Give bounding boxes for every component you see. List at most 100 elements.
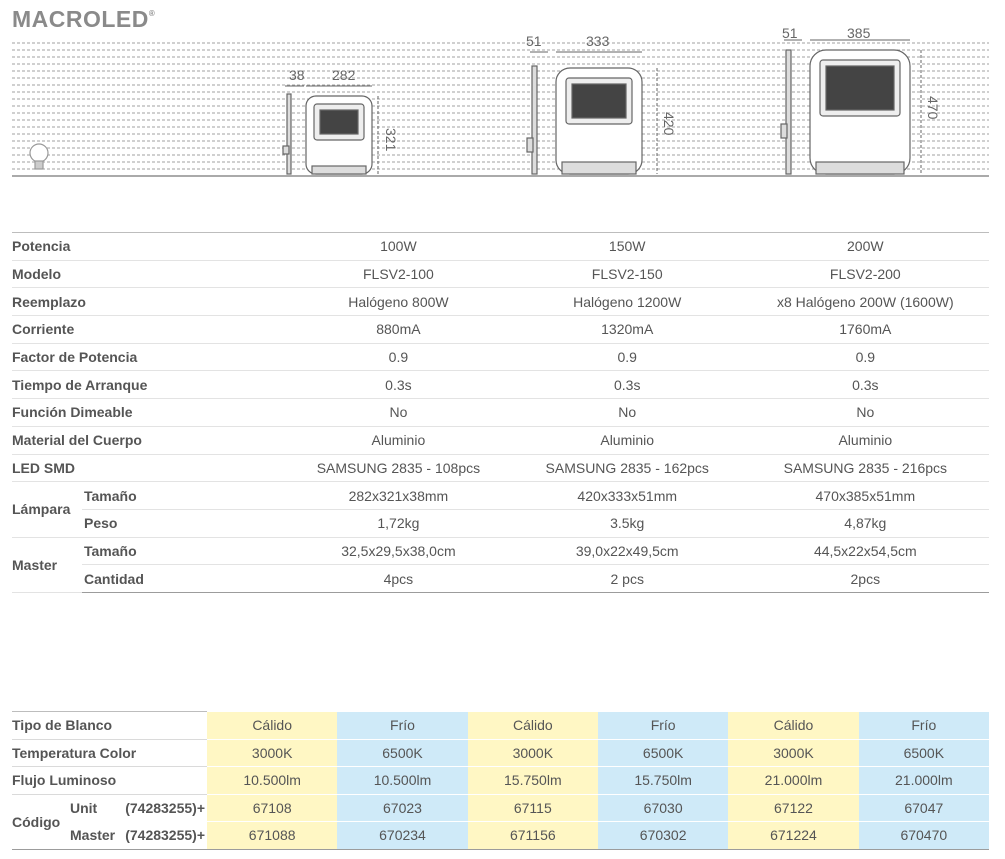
table-cell: 1760mA — [741, 315, 989, 344]
code-row-tipo: Tipo de Blanco Cálido Frío Cálido Frío C… — [12, 711, 989, 740]
table-cell: Temperatura Color — [12, 739, 207, 767]
brand-logo: MACROLED® — [12, 6, 156, 32]
table-cell: 0.3s — [284, 370, 513, 400]
table-cell: LED SMD — [12, 454, 284, 483]
table-cell: 1320mA — [512, 315, 742, 344]
spec-row-potencia: Potencia 100W 150W 200W — [12, 232, 989, 261]
table-cell: Corriente — [12, 315, 284, 344]
table-cell: 0.3s — [741, 370, 989, 400]
table-cell: Cantidad — [82, 564, 284, 593]
dim-100w-depth: 38 — [289, 67, 305, 83]
table-cell: 282x321x38mm — [284, 481, 513, 510]
table-cell: 6500K — [337, 739, 468, 767]
group-label-master: Master — [12, 537, 82, 593]
table-cell: 67122 — [728, 794, 859, 822]
codes-table: Tipo de Blanco Cálido Frío Cálido Frío C… — [12, 711, 989, 850]
table-cell: No — [741, 398, 989, 427]
table-cell: 15.750lm — [467, 766, 598, 795]
specifications-table: Potencia 100W 150W 200W Modelo FLSV2-100… — [12, 232, 989, 593]
table-cell: 0.9 — [284, 343, 513, 372]
dim-100w-width: 282 — [332, 67, 356, 83]
table-cell: Cálido — [207, 711, 338, 740]
spec-row-modelo: Modelo FLSV2-100 FLSV2-150 FLSV2-200 — [12, 260, 989, 289]
table-cell: 4pcs — [284, 564, 513, 593]
table-cell: Tamaño — [82, 537, 284, 566]
table-cell: 671156 — [467, 821, 598, 850]
table-cell: 3000K — [207, 739, 338, 767]
floodlight-100w-drawing — [282, 93, 373, 175]
table-cell: 6500K — [858, 739, 989, 767]
table-cell: 15.750lm — [597, 766, 729, 795]
table-cell: Aluminio — [512, 426, 742, 455]
table-cell: Master (74283255)+ — [70, 821, 207, 850]
spec-row-tiempo-arranque: Tiempo de Arranque 0.3s 0.3s 0.3s — [12, 370, 989, 400]
table-cell: 67030 — [597, 794, 729, 822]
dim-150w-depth: 51 — [526, 33, 542, 49]
floodlight-150w-drawing — [526, 65, 643, 175]
spec-row-master-tamano: Master Tamaño 32,5x29,5x38,0cm 39,0x22x4… — [12, 537, 989, 593]
table-cell: Cálido — [728, 711, 859, 740]
table-cell: 150W — [512, 232, 742, 261]
table-cell: 670302 — [597, 821, 729, 850]
table-cell: Material del Cuerpo — [12, 426, 284, 455]
table-cell: 0.9 — [741, 343, 989, 372]
table-cell: 200W — [741, 232, 989, 261]
spec-row-reemplazo: Reemplazo Halógeno 800W Halógeno 1200W x… — [12, 287, 989, 317]
table-cell: 670470 — [858, 821, 989, 850]
table-cell: 67115 — [467, 794, 598, 822]
spec-row-factor-potencia: Factor de Potencia 0.9 0.9 0.9 — [12, 343, 989, 372]
dim-150w: 51 333 420 — [526, 33, 677, 174]
floodlight-200w-drawing — [780, 49, 911, 175]
table-cell: 880mA — [284, 315, 513, 344]
table-cell: Flujo Luminoso — [12, 766, 207, 795]
dim-200w-depth: 51 — [782, 28, 798, 41]
table-cell: No — [284, 398, 513, 427]
table-cell: 10.500lm — [337, 766, 468, 795]
table-cell: 39,0x22x49,5cm — [512, 537, 742, 566]
table-cell: 3000K — [467, 739, 598, 767]
bulb-icon — [29, 143, 49, 170]
table-cell: 420x333x51mm — [512, 481, 742, 510]
table-cell: 2 pcs — [512, 564, 742, 593]
dim-200w-width: 385 — [847, 28, 871, 41]
table-cell: 470x385x51mm — [741, 481, 989, 510]
table-cell: 21.000lm — [858, 766, 989, 795]
table-cell: FLSV2-100 — [284, 260, 513, 289]
table-cell: 100W — [284, 232, 513, 261]
table-cell: Función Dimeable — [12, 398, 284, 427]
spec-label: Potencia — [12, 232, 284, 261]
spec-row-master-cantidad: Cantidad 4pcs 2 pcs 2pcs — [12, 564, 989, 593]
table-cell: 0.9 — [512, 343, 742, 372]
spec-row-funcion-dimeable: Función Dimeable No No No — [12, 398, 989, 427]
group-label-lampara: Lámpara — [12, 481, 82, 538]
table-cell: Reemplazo — [12, 287, 284, 317]
table-cell: 44,5x22x54,5cm — [741, 537, 989, 566]
table-cell: No — [512, 398, 742, 427]
table-cell: SAMSUNG 2835 - 162pcs — [512, 454, 742, 483]
code-row-flujo: Flujo Luminoso 10.500lm 10.500lm 15.750l… — [12, 766, 989, 795]
table-cell: 21.000lm — [728, 766, 859, 795]
spec-row-led-smd: LED SMD SAMSUNG 2835 - 108pcs SAMSUNG 28… — [12, 454, 989, 483]
table-cell: 0.3s — [512, 370, 742, 400]
dim-150w-width: 333 — [586, 33, 610, 49]
table-cell: Frío — [858, 711, 989, 740]
code-row-unit: Código Unit (74283255)+ 67108 67023 67115… — [12, 794, 989, 850]
table-cell: SAMSUNG 2835 - 108pcs — [284, 454, 513, 483]
spec-row-material: Material del Cuerpo Aluminio Aluminio Al… — [12, 426, 989, 455]
dim-150w-height: 420 — [661, 112, 677, 136]
table-cell: 10.500lm — [207, 766, 338, 795]
table-cell: x8 Halógeno 200W (1600W) — [741, 287, 989, 317]
code-row-temperatura: Temperatura Color 3000K 6500K 3000K 6500… — [12, 739, 989, 767]
table-cell: Aluminio — [741, 426, 989, 455]
table-cell: Aluminio — [284, 426, 513, 455]
table-cell: FLSV2-150 — [512, 260, 742, 289]
table-cell: Halógeno 800W — [284, 287, 513, 317]
group-label-codigo: Código — [12, 794, 70, 850]
table-cell: 67047 — [858, 794, 989, 822]
table-cell: Factor de Potencia — [12, 343, 284, 372]
product-dimension-drawing: 38 282 321 51 333 420 51 385 470 — [12, 28, 989, 177]
dim-200w-height: 470 — [925, 96, 941, 120]
table-cell: Modelo — [12, 260, 284, 289]
code-row-master: Master (74283255)+ 671088 670234 671156 6… — [12, 821, 989, 850]
table-cell: FLSV2-200 — [741, 260, 989, 289]
